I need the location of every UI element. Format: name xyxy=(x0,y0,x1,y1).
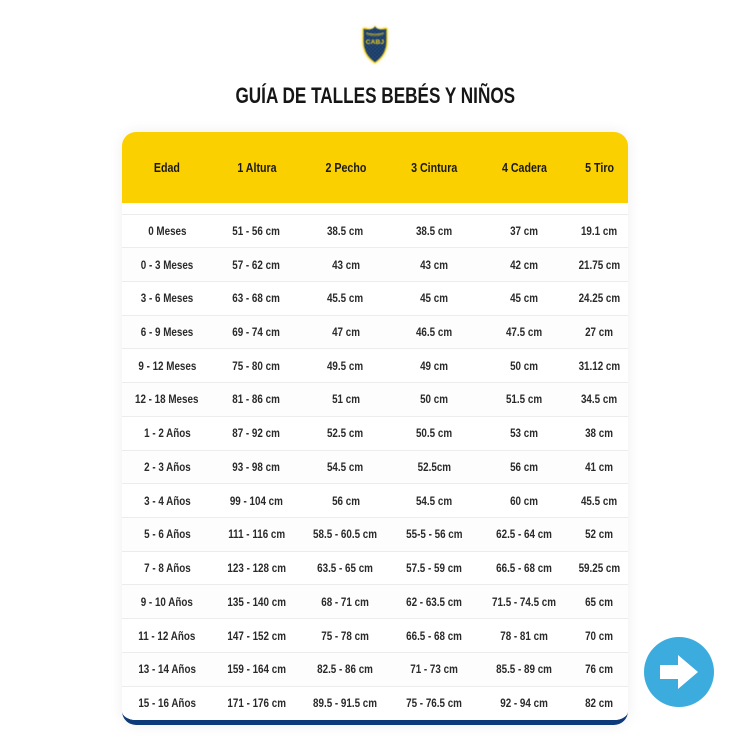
svg-text:CABJ: CABJ xyxy=(366,39,385,46)
